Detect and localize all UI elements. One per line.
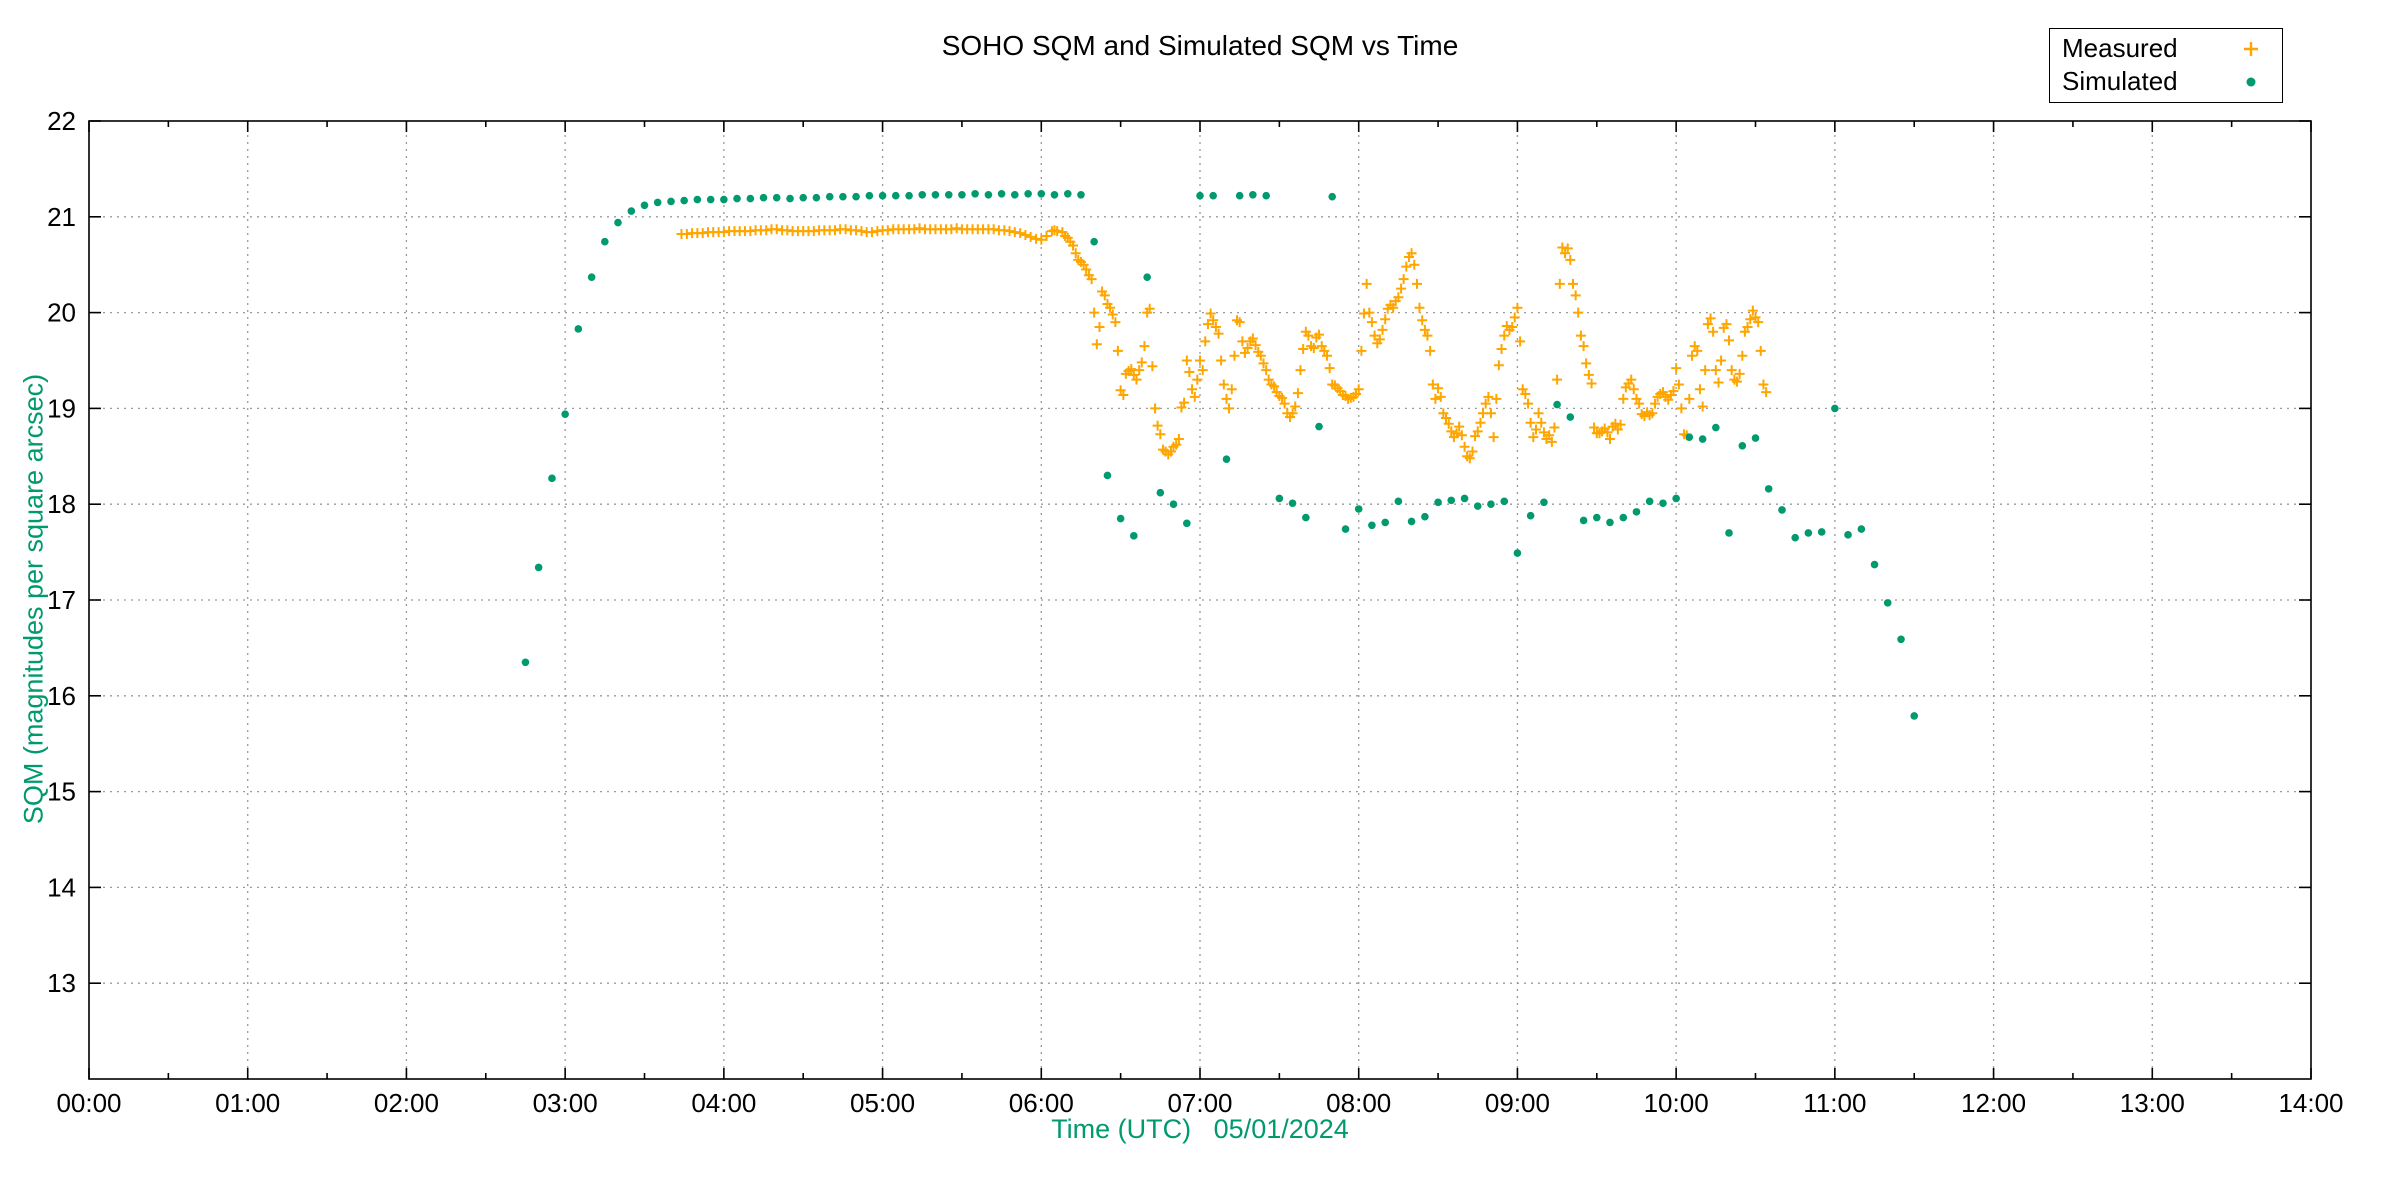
x-tick-label: 10:00 [1644, 1088, 1709, 1118]
series-measured [676, 223, 1772, 464]
y-tick-label: 21 [47, 202, 76, 232]
x-tick-label: 12:00 [1961, 1088, 2026, 1118]
legend-row-measured: Measured [2050, 32, 2282, 65]
dot-marker-icon [2246, 77, 2256, 86]
x-tick-label: 01:00 [215, 1088, 280, 1118]
x-tick-label: 08:00 [1326, 1088, 1391, 1118]
x-tick-label: 02:00 [374, 1088, 439, 1118]
tick-labels: 00:00 01:00 02:00 03:00 04:00 05:00 06:00 07:00… [47, 106, 2343, 1118]
y-axis-label: SQM (magnitudes per square arcsec) [18, 373, 49, 825]
y-tick-label: 18 [47, 489, 76, 519]
x-tick-label: 05:00 [850, 1088, 915, 1118]
plus-marker-icon [2244, 41, 2258, 56]
y-tick-label: 15 [47, 777, 76, 807]
y-tick-label: 14 [47, 872, 76, 902]
y-tick-label: 22 [47, 106, 76, 136]
axes [88, 120, 2312, 1080]
x-tick-label: 04:00 [691, 1088, 756, 1118]
legend-label-simulated: Simulated [2062, 66, 2178, 96]
x-axis-label: Time (UTC) 05/01/2024 [1051, 1114, 1349, 1144]
legend-label-measured: Measured [2062, 33, 2178, 63]
chart-title: SOHO SQM and Simulated SQM vs Time [941, 30, 1459, 61]
y-tick-label: 19 [47, 393, 76, 423]
x-tick-label: 03:00 [533, 1088, 598, 1118]
y-tick-label: 17 [47, 585, 76, 615]
y-tick-label: 13 [47, 968, 76, 998]
x-tick-label: 00:00 [56, 1088, 121, 1118]
y-tick-label: 16 [47, 681, 76, 711]
x-tick-label: 14:00 [2278, 1088, 2343, 1118]
x-tick-label: 13:00 [2120, 1088, 2185, 1118]
series-simulated [521, 190, 1919, 720]
x-tick-label: 06:00 [1009, 1088, 1074, 1118]
x-tick-label: 11:00 [1803, 1088, 1866, 1118]
x-tick-label: 07:00 [1167, 1088, 1232, 1118]
legend-row-simulated: Simulated [2050, 65, 2282, 98]
x-tick-label: 09:00 [1485, 1088, 1550, 1118]
legend-box: Measured Simulated [2049, 28, 2283, 103]
gridlines [89, 121, 2311, 1079]
y-tick-label: 20 [47, 298, 76, 328]
